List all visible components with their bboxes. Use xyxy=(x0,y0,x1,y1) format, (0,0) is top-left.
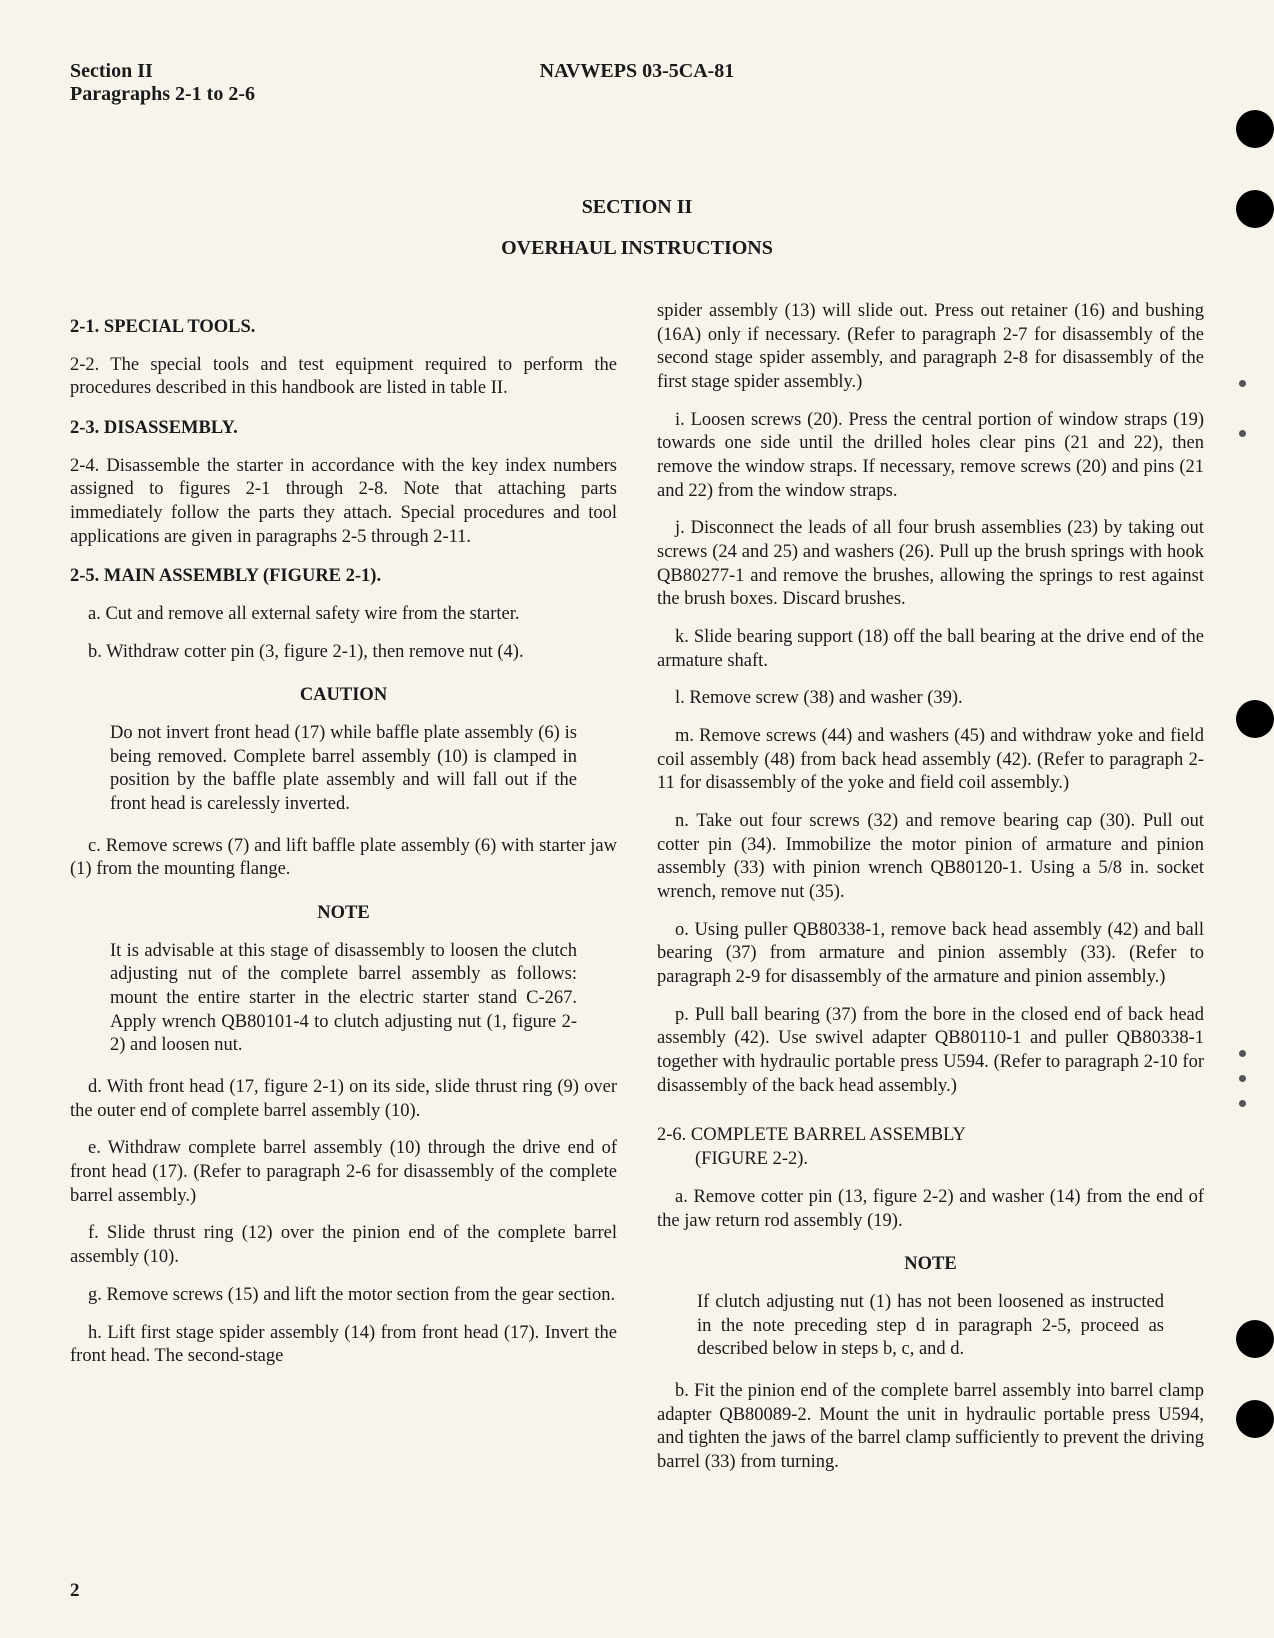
step-h-continued: spider assembly (13) will slide out. Pre… xyxy=(657,300,1204,395)
step-2-6-a: a. Remove cotter pin (13, figure 2-2) an… xyxy=(657,1186,1204,1233)
page-number: 2 xyxy=(70,1580,80,1602)
step-m: m. Remove screws (44) and washers (45) a… xyxy=(657,725,1204,796)
caution-text: Do not invert front head (17) while baff… xyxy=(110,722,577,817)
binding-hole xyxy=(1236,190,1274,228)
binding-hole xyxy=(1236,1320,1274,1358)
step-a: a. Cut and remove all external safety wi… xyxy=(70,603,617,627)
step-h: h. Lift first stage spider assembly (14)… xyxy=(70,1322,617,1369)
body-columns: 2-1. SPECIAL TOOLS. 2-2. The special too… xyxy=(70,300,1204,1489)
step-k: k. Slide bearing support (18) off the ba… xyxy=(657,626,1204,673)
step-i: i. Loosen screws (20). Press the central… xyxy=(657,409,1204,504)
heading-2-6-line1: 2-6. COMPLETE BARREL ASSEMBLY xyxy=(657,1124,1204,1148)
note-text-1: It is advisable at this stage of disasse… xyxy=(110,940,577,1058)
step-j: j. Disconnect the leads of all four brus… xyxy=(657,517,1204,612)
note-label-2: NOTE xyxy=(657,1253,1204,1277)
scan-artifact-dot xyxy=(1239,1075,1246,1082)
heading-2-6-line2: (FIGURE 2-2). xyxy=(695,1148,1204,1172)
heading-2-3: 2-3. DISASSEMBLY. xyxy=(70,417,617,441)
step-o: o. Using puller QB80338-1, remove back h… xyxy=(657,919,1204,990)
step-n: n. Take out four screws (32) and remove … xyxy=(657,810,1204,905)
doc-id: NAVWEPS 03-5CA-81 xyxy=(0,60,1274,83)
binding-hole xyxy=(1236,1400,1274,1438)
left-column: 2-1. SPECIAL TOOLS. 2-2. The special too… xyxy=(70,300,617,1489)
step-p: p. Pull ball bearing (37) from the bore … xyxy=(657,1004,1204,1099)
step-g: g. Remove screws (15) and lift the motor… xyxy=(70,1284,617,1308)
section-title: SECTION II xyxy=(70,196,1204,219)
binding-hole xyxy=(1236,110,1274,148)
binding-hole xyxy=(1236,700,1274,738)
step-f: f. Slide thrust ring (12) over the pinio… xyxy=(70,1222,617,1269)
right-column: spider assembly (13) will slide out. Pre… xyxy=(657,300,1204,1489)
step-2-6-b: b. Fit the pinion end of the complete ba… xyxy=(657,1380,1204,1475)
step-d: d. With front head (17, figure 2-1) on i… xyxy=(70,1076,617,1123)
scan-artifact-dot xyxy=(1239,430,1246,437)
scan-artifact-dot xyxy=(1239,1100,1246,1107)
step-l: l. Remove screw (38) and washer (39). xyxy=(657,687,1204,711)
heading-2-1: 2-1. SPECIAL TOOLS. xyxy=(70,316,617,340)
paragraphs-range: Paragraphs 2-1 to 2-6 xyxy=(70,83,255,106)
para-2-2: 2-2. The special tools and test equipmen… xyxy=(70,354,617,401)
note-text-2: If clutch adjusting nut (1) has not been… xyxy=(697,1291,1164,1362)
para-2-4: 2-4. Disassemble the starter in accordan… xyxy=(70,455,617,550)
note-label-1: NOTE xyxy=(70,902,617,926)
heading-2-5: 2-5. MAIN ASSEMBLY (FIGURE 2-1). xyxy=(70,565,617,589)
section-subtitle: OVERHAUL INSTRUCTIONS xyxy=(70,237,1204,260)
scan-artifact-dot xyxy=(1239,1050,1246,1057)
scan-artifact-dot xyxy=(1239,380,1246,387)
caution-label: CAUTION xyxy=(70,684,617,708)
document-page: NAVWEPS 03-5CA-81 Section II Paragraphs … xyxy=(0,0,1274,1638)
step-c: c. Remove screws (7) and lift baffle pla… xyxy=(70,835,617,882)
step-e: e. Withdraw complete barrel assembly (10… xyxy=(70,1137,617,1208)
step-b: b. Withdraw cotter pin (3, figure 2-1), … xyxy=(70,641,617,665)
